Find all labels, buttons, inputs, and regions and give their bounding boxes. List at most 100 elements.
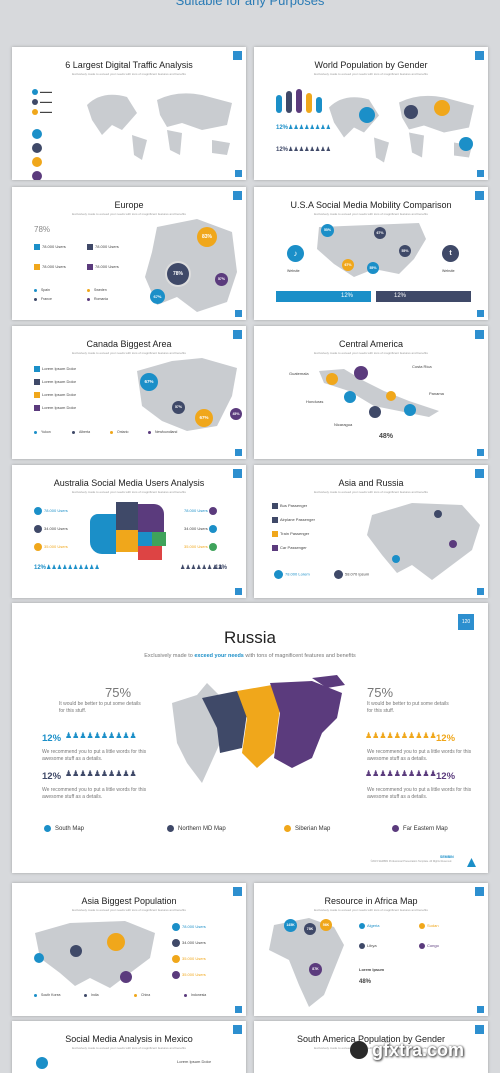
world-map — [329, 95, 474, 163]
slide-thumbnail-usa[interactable]: U.S.A Social Media Mobility Comparison E… — [254, 187, 488, 320]
stat-percent: 78% — [34, 225, 51, 234]
legend-item: Indonesia — [184, 993, 206, 997]
users-stat: 35.000 Users — [172, 971, 206, 979]
slide-title: Asia and Russia — [338, 478, 404, 488]
stat-percent: 12% — [276, 147, 289, 153]
slide-badge — [233, 191, 242, 200]
stat-bubble — [32, 143, 42, 153]
stat-bubble — [386, 391, 396, 401]
slide-thumbnail-traffic[interactable]: 6 Largest Digital Traffic Analysis Exclu… — [12, 47, 246, 180]
slide-subtitle: Exclusively made to exceed your needs wi… — [72, 1046, 186, 1050]
slide-title: Central America — [338, 339, 404, 349]
place-label: Costa Rica — [412, 364, 432, 369]
users-value: 35.000 Users — [182, 972, 206, 978]
legend-item-far-eastern: Far Eastern Map — [392, 825, 448, 832]
stat-percent: 12% — [34, 565, 47, 571]
stat-bubble — [434, 510, 442, 518]
slide-title: Social Media Analysis in Mexico — [65, 1034, 193, 1044]
users-stat: 78.000 Users — [184, 507, 219, 515]
users-stat: 78.000 Users — [87, 244, 119, 250]
slide-badge — [233, 1025, 242, 1034]
slide-thumbnail-asia-population[interactable]: Asia Biggest Population Exclusively made… — [12, 883, 246, 1016]
legend-icon-1: ▬▬▬ — [32, 89, 52, 95]
slide-thumbnail-australia[interactable]: Australia Social Media Users Analysis Ex… — [12, 465, 246, 598]
users-stat: 78.000 Users — [172, 923, 206, 931]
transport-item: Airplane Passenger — [272, 517, 315, 523]
resource-item: Algeria — [359, 923, 379, 929]
transport-label: Airplane Passenger — [280, 517, 315, 523]
users-stat: 78.000 Users — [87, 264, 119, 270]
place-label: Honduras — [306, 399, 324, 404]
people-icons: ♟♟♟♟♟♟♟♟♟♟ — [65, 769, 137, 778]
slide-thumbnail-africa[interactable]: Resource in Africa Map Exclusively made … — [254, 883, 488, 1016]
slide-title: Resource in Africa Map — [324, 896, 418, 906]
people-icons: ♟♟♟♟♟♟♟♟ — [288, 125, 332, 131]
users-stat: 78.000 Users — [34, 264, 66, 270]
note-label: Lorem Ipsum — [359, 967, 385, 972]
list-item-label: Lorem Ipsum Dolor — [177, 1059, 212, 1064]
users-value: 35.000 Users — [182, 956, 206, 962]
users-stat: 35.000 Users — [172, 955, 206, 963]
slide-title: Russia — [224, 628, 276, 647]
legend-label: Sweden — [94, 288, 107, 292]
list-item: Lorem Ipsum Dolor — [34, 405, 76, 411]
legend-item-siberian: Siberian Map — [284, 825, 330, 832]
stat-bubble — [32, 171, 42, 180]
stat-bubble — [459, 137, 473, 151]
users-value: 78.000 Users — [95, 264, 119, 270]
people-icons: ♟♟♟♟♟♟♟♟♟♟ — [365, 731, 437, 740]
legend-label: Ontario — [117, 430, 129, 434]
users-value: 78.000 Users — [182, 924, 206, 930]
stat-bubble — [369, 406, 381, 418]
stat-bubble — [120, 971, 132, 983]
slide-badge — [475, 191, 484, 200]
slide-thumbnail-canada[interactable]: Canada Biggest Area Exclusively made to … — [12, 326, 246, 459]
resource-label: Algeria — [367, 923, 380, 929]
legend-label: Indonesia — [191, 993, 207, 997]
website-label: Website — [287, 269, 300, 273]
slide-thumbnail-mexico[interactable]: Social Media Analysis in Mexico Exclusiv… — [12, 1021, 246, 1073]
stat-bubble: 57% — [215, 273, 228, 286]
slide-subtitle: Exclusively made to exceed your needs wi… — [72, 72, 186, 76]
legend-label: South Map — [55, 826, 85, 833]
users-stat: 34.000 Users — [184, 525, 219, 533]
slide-thumbnail-central-america[interactable]: Central America Exclusively made to exce… — [254, 326, 488, 459]
resource-label: Congo — [427, 943, 439, 949]
russia-map — [172, 675, 345, 783]
slide-thumbnail-europe[interactable]: Europe Exclusively made to exceed your n… — [12, 187, 246, 320]
slide-badge — [475, 887, 484, 896]
people-icons: ♟♟♟♟♟♟♟♟ — [288, 147, 332, 153]
slide-russia-featured[interactable]: Russia Exclusively made to exceed your n… — [12, 603, 488, 873]
stat-bubble: 57% — [172, 401, 185, 414]
website-label: Website — [442, 269, 455, 273]
footer-stat-value: 58.070 Ipsum — [345, 571, 370, 577]
list-item-label: Lorem Ipsum Dolor — [42, 366, 77, 372]
slide-subtitle: Exclusively made to exceed your needs wi… — [314, 1046, 428, 1050]
stat-percent: 48% — [379, 433, 394, 440]
watermark-text: gfxtra.com — [372, 1039, 465, 1060]
subtitle-text: Exclusively made to — [144, 653, 195, 659]
legend-item: Romania — [87, 297, 108, 301]
transport-label: Train Passenger — [280, 531, 310, 537]
slide-thumbnail-asia-russia[interactable]: Asia and Russia Exclusively made to exce… — [254, 465, 488, 598]
users-value: 78.000 Users — [44, 508, 68, 514]
slide-title: Australia Social Media Users Analysis — [53, 478, 205, 488]
stat-bubble — [354, 366, 368, 380]
resource-item: Libya — [359, 943, 377, 949]
users-value: 34.000 Users — [184, 526, 208, 532]
stat-bubble — [449, 540, 457, 548]
slide-subtitle: Exclusively made to exceed your needs wi… — [314, 351, 428, 355]
legend-label: Newfoundland — [155, 430, 178, 434]
legend-item: Alberta — [72, 430, 90, 434]
stat-percent: 12% — [436, 771, 456, 782]
slide-thumbnail-south-america[interactable]: South America Population by Gender Exclu… — [254, 1021, 488, 1073]
slide-thumbnail-world-gender[interactable]: World Population by Gender Exclusively m… — [254, 47, 488, 180]
users-value: 78.000 Users — [95, 244, 119, 250]
legend-item: Ontario — [110, 430, 128, 434]
footer-stat: 78.000 Lorem — [274, 570, 310, 579]
asia-map — [367, 503, 480, 580]
users-value: 34.000 Users — [182, 940, 206, 946]
brand-logo-icon — [235, 170, 242, 177]
slide-subtitle: Exclusively made to exceed your needs wi… — [72, 212, 186, 216]
legend-icon-2: ▬▬▬ — [32, 99, 52, 105]
